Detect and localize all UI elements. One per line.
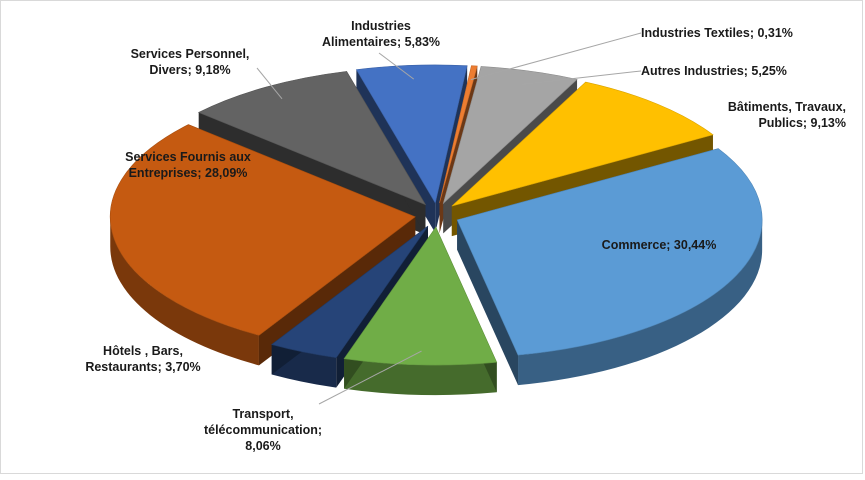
pie-slice-services-fournis-aux-entreprises xyxy=(109,124,416,336)
data-label: Hôtels , Bars, Restaurants; 3,70% xyxy=(85,344,200,374)
pie-slice-autres-industries xyxy=(442,66,578,205)
pie-slice-side-commerce xyxy=(457,219,519,386)
data-label: Services Fournis aux Entreprises; 28,09% xyxy=(125,150,251,180)
data-label: Industries Alimentaires; 5,83% xyxy=(322,19,440,49)
leader-line xyxy=(318,350,422,405)
pie-slice-wall-transport-t-l-communication xyxy=(344,358,497,396)
pie-slice-commerce xyxy=(456,148,763,356)
data-label: Services Personnel, Divers; 9,18% xyxy=(131,47,250,77)
leader-line xyxy=(521,70,642,85)
pie-slice-wall-services-fournis-aux-entreprises xyxy=(110,216,259,366)
pie-slice-industries-alimentaires xyxy=(355,64,468,204)
data-label: Bâtiments, Travaux, Publics; 9,13% xyxy=(728,100,846,130)
pie-slice-transport-t-l-communication xyxy=(343,226,498,366)
leader-line xyxy=(470,32,642,81)
pie-slice-services-personnel-divers xyxy=(197,71,427,206)
data-label: Autres Industries; 5,25% xyxy=(641,64,787,78)
pie-slice-wall-commerce xyxy=(518,219,763,386)
leader-line xyxy=(378,52,415,80)
leader-line xyxy=(256,67,283,100)
data-label: Commerce; 30,44% xyxy=(602,238,717,252)
pie-slice-b-timents-travaux-publics xyxy=(451,81,714,207)
data-label: Transport, télécommunication; 8,06% xyxy=(204,407,322,453)
data-label: Industries Textiles; 0,31% xyxy=(641,26,793,40)
pie-slice-h-tels-bars-restaurants xyxy=(271,225,429,358)
pie-slice-industries-textiles xyxy=(439,65,478,204)
